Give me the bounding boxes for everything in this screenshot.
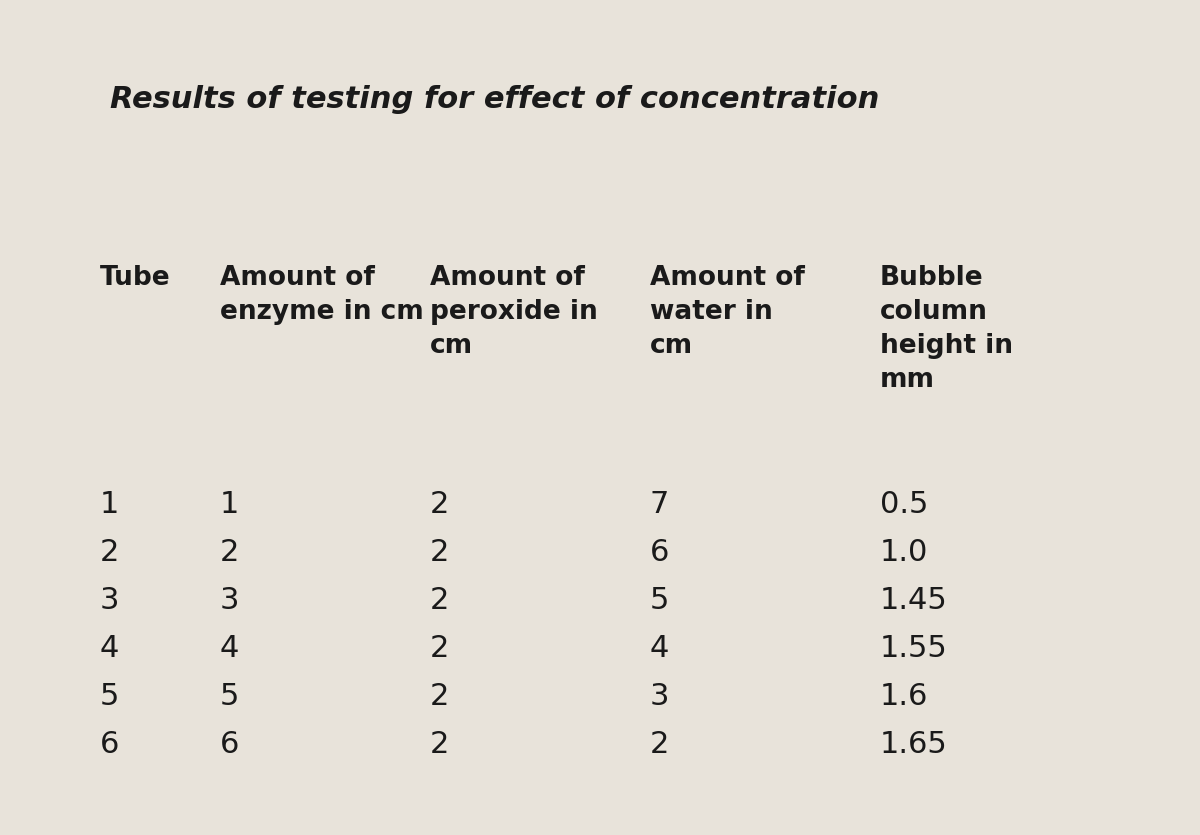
Text: 1: 1: [220, 490, 239, 519]
Text: 7: 7: [650, 490, 670, 519]
Text: 2: 2: [100, 538, 119, 567]
Text: Results of testing for effect of concentration: Results of testing for effect of concent…: [110, 85, 880, 114]
Text: Tube: Tube: [100, 265, 170, 291]
Text: Amount of
water in
cm: Amount of water in cm: [650, 265, 805, 359]
Text: 6: 6: [220, 730, 239, 759]
Text: 1.6: 1.6: [880, 682, 929, 711]
Text: Amount of
enzyme in cm: Amount of enzyme in cm: [220, 265, 424, 325]
Text: Bubble
column
height in
mm: Bubble column height in mm: [880, 265, 1013, 393]
Text: 2: 2: [430, 586, 449, 615]
Text: 1.55: 1.55: [880, 634, 948, 663]
Text: 3: 3: [220, 586, 240, 615]
Text: 6: 6: [100, 730, 119, 759]
Text: 3: 3: [100, 586, 120, 615]
Text: 4: 4: [220, 634, 239, 663]
Text: 6: 6: [650, 538, 670, 567]
Text: 1: 1: [100, 490, 119, 519]
Text: 2: 2: [430, 682, 449, 711]
Text: 3: 3: [650, 682, 670, 711]
Text: 5: 5: [650, 586, 670, 615]
Text: 2: 2: [430, 634, 449, 663]
Text: 4: 4: [650, 634, 670, 663]
Text: 1.45: 1.45: [880, 586, 948, 615]
Text: 2: 2: [430, 490, 449, 519]
Text: 2: 2: [220, 538, 239, 567]
Text: 5: 5: [100, 682, 119, 711]
Text: 4: 4: [100, 634, 119, 663]
Text: 0.5: 0.5: [880, 490, 929, 519]
Text: 5: 5: [220, 682, 239, 711]
Text: 1.65: 1.65: [880, 730, 948, 759]
Text: 2: 2: [430, 538, 449, 567]
Text: 1.0: 1.0: [880, 538, 929, 567]
Text: Amount of
peroxide in
cm: Amount of peroxide in cm: [430, 265, 598, 359]
Text: 2: 2: [650, 730, 670, 759]
Text: 2: 2: [430, 730, 449, 759]
